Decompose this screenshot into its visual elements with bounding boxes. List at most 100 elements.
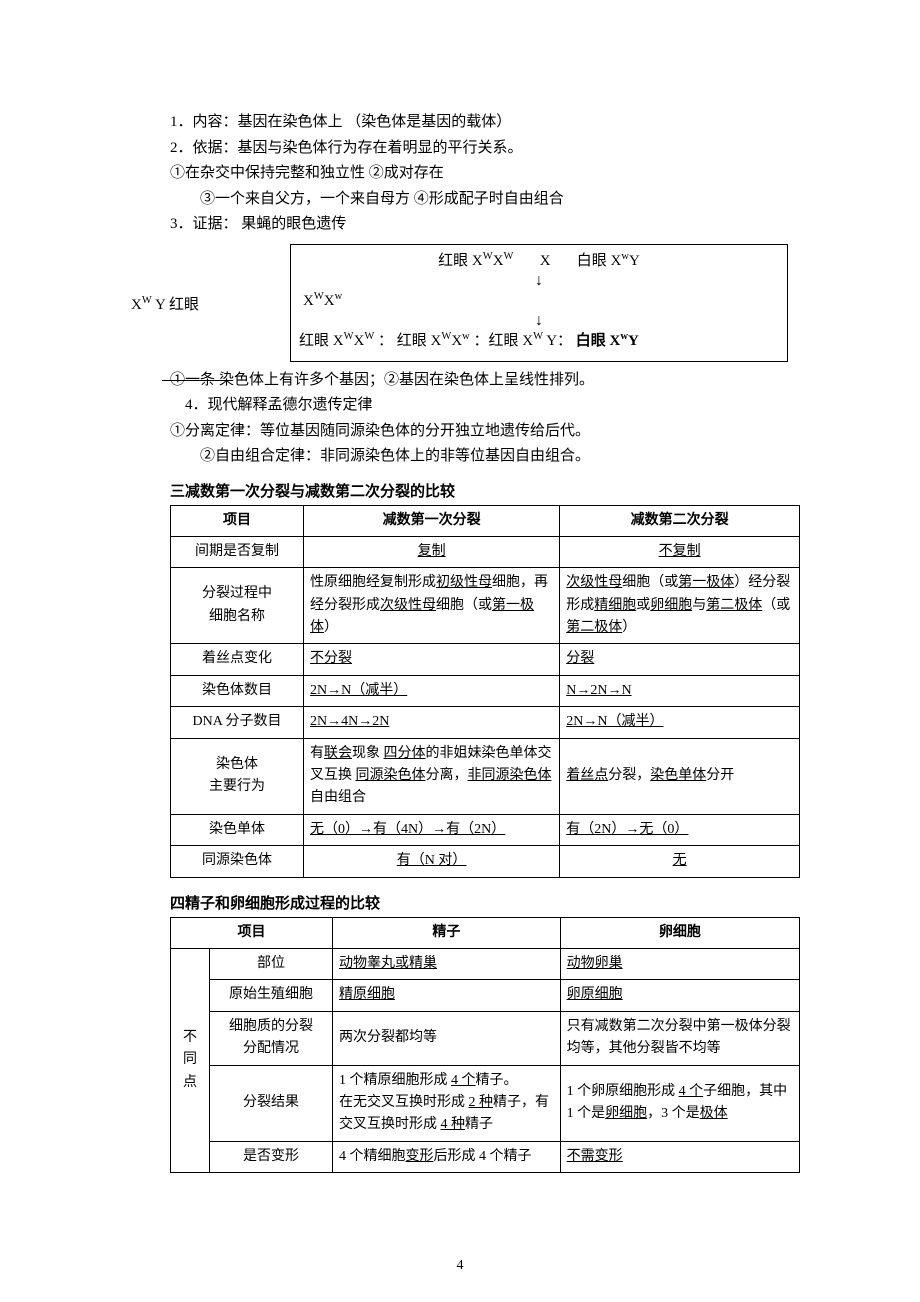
arrow-down-icon: ↓ [299,313,779,329]
row-label: 间期是否复制 [171,536,304,567]
t: X [451,333,462,349]
row-label: 分裂结果 [210,1065,333,1141]
row-label: 着丝点变化 [171,644,304,675]
table-row: 间期是否复制复制不复制 [171,536,800,567]
meiosis-comparison-table: 项目 减数第一次分裂 减数第二次分裂 间期是否复制复制不复制分裂过程中细胞名称性… [170,505,800,878]
intro-line-4: ③一个来自父方，一个来自母方 ④形成配子时自由组合 [170,187,800,213]
table-row: 是否变形4 个精细胞变形后形成 4 个精子不需变形 [171,1141,800,1172]
cell: 动物卵巢 [560,948,799,979]
cell: 次级性母细胞（或第一极体）经分裂形成精细胞或卵细胞与第二极体（或第二极体） [560,568,800,644]
t: X [354,333,365,349]
t: W [314,291,324,302]
t: Y [629,253,640,269]
arrow-down-icon: ↓ [299,273,779,289]
t: 白眼 X [576,333,621,349]
table-header-row: 项目 减数第一次分裂 减数第二次分裂 [171,505,800,536]
cell: 精原细胞 [333,980,561,1011]
row-label: 原始生殖细胞 [210,980,333,1011]
row-label: 部位 [210,948,333,979]
t: X [303,293,314,309]
cell: 不需变形 [560,1141,799,1172]
th: 减数第一次分裂 [304,505,560,536]
cell: 2N→N（减半） [560,707,800,738]
table-header-row: 项目 精子 卵细胞 [171,917,800,948]
note-line-1: ①一条染色体上有许多个基因；②基因在染色体上呈线性排列。 [170,368,800,394]
section4-title: 四精子和卵细胞形成过程的比较 [170,892,800,913]
cell: 不分裂 [304,644,560,675]
t: 红眼 X [299,333,344,349]
cell: 无（0）→有（4N）→有（2N） [304,814,560,845]
row-label: 是否变形 [210,1141,333,1172]
table-row: 分裂过程中细胞名称性原细胞经复制形成初级性母细胞，再经分裂形成次级性母细胞（或第… [171,568,800,644]
t: X [493,253,504,269]
intro-line-2: 2．依据：基因与染色体行为存在着明显的平行关系。 [170,136,800,162]
cell: 动物睾丸或精巢 [333,948,561,979]
t: w [620,331,628,342]
table-row: 细胞质的分裂分配情况两次分裂都均等只有减数第二次分裂中第一极体分裂均等，其他分裂… [171,1011,800,1065]
row-label: 细胞质的分裂分配情况 [210,1011,333,1065]
page-number: 4 [0,1258,920,1274]
intro-line-1: 1．内容：基因在染色体上 （染色体是基因的载体） [170,110,800,136]
t: 白眼 X [577,253,622,269]
cell: 1 个精原细胞形成 4 个精子。在无交叉互换时形成 2 种精子，有交叉互换时形成… [333,1065,561,1141]
t: X [540,253,551,269]
cell: 不复制 [560,536,800,567]
t: 红眼 [438,253,472,269]
th: 精子 [333,917,561,948]
cross-f2: 红眼 XWXW ： 红眼 XWXw ：红眼 XW Y： 白眼 XwY [299,329,779,353]
th: 减数第二次分裂 [560,505,800,536]
row-label: DNA 分子数目 [171,707,304,738]
cell: 无 [560,846,800,877]
section3-title: 三减数第一次分裂与减数第二次分裂的比较 [170,480,800,501]
t: Y： [543,333,572,349]
cell: 分裂 [560,644,800,675]
intro-line-5: 3．证据： 果蝇的眼色遗传 [170,212,800,238]
cell: 1 个卵原细胞形成 4 个子细胞，其中 1 个是卵细胞，3 个是极体 [560,1065,799,1141]
t: X [131,297,142,313]
t: W [364,331,374,342]
row-label: 染色单体 [171,814,304,845]
t: w [462,331,470,342]
t: W [483,251,493,262]
cell: 性原细胞经复制形成初级性母细胞，再经分裂形成次级性母细胞（或第一极体） [304,568,560,644]
cell: 两次分裂都均等 [333,1011,561,1065]
t: ：红眼 X [474,333,534,349]
t: W [533,331,543,342]
t: Y [628,333,639,349]
t: 红眼 X [397,333,442,349]
th: 项目 [171,505,304,536]
cell: 有（N 对） [304,846,560,877]
gamete-comparison-table: 项目 精子 卵细胞 不同点部位动物睾丸或精巢动物卵巢原始生殖细胞精原细胞卵原细胞… [170,917,800,1174]
cell: 2N→4N→2N [304,707,560,738]
table-row: 原始生殖细胞精原细胞卵原细胞 [171,980,800,1011]
t: Y 红眼 [152,297,199,313]
page: 1．内容：基因在染色体上 （染色体是基因的载体） 2．依据：基因与染色体行为存在… [0,0,920,1302]
cross-side-label: XW Y 红眼 [131,293,199,317]
cell: 有联会现象 四分体的非姐妹染色单体交叉互换 同源染色体分离，非同源染色体自由组合 [304,738,560,814]
cell: 4 个精细胞变形后形成 4 个精子 [333,1141,561,1172]
t: ： [374,333,393,349]
t: W [344,331,354,342]
strikethrough-text: ①一条 [170,368,219,394]
note-line-2: 4．现代解释孟德尔遗传定律 [170,393,800,419]
vertical-group-label: 不同点 [171,948,210,1172]
cell: 有（2N）→无（0） [560,814,800,845]
table-row: 染色体数目2N→N（减半）N→2N→N [171,675,800,706]
row-label: 分裂过程中细胞名称 [171,568,304,644]
table-row: 染色单体无（0）→有（4N）→有（2N）有（2N）→无（0） [171,814,800,845]
cell: 复制 [304,536,560,567]
cell: N→2N→N [560,675,800,706]
cell: 只有减数第二次分裂中第一极体分裂均等，其他分裂皆不均等 [560,1011,799,1065]
t: W [142,295,152,306]
cross-parents: 红眼 XWXW X 白眼 XwY [299,249,779,273]
t: W [441,331,451,342]
table-row: 同源染色体有（N 对）无 [171,846,800,877]
t: w [335,291,343,302]
note-line-4: ②自由组合定律：非同源染色体上的非等位基因自由组合。 [170,444,800,470]
row-label: 染色体主要行为 [171,738,304,814]
th: 项目 [171,917,333,948]
t: W [504,251,514,262]
table-row: 着丝点变化不分裂分裂 [171,644,800,675]
row-label: 同源染色体 [171,846,304,877]
cell: 着丝点分裂，染色单体分开 [560,738,800,814]
